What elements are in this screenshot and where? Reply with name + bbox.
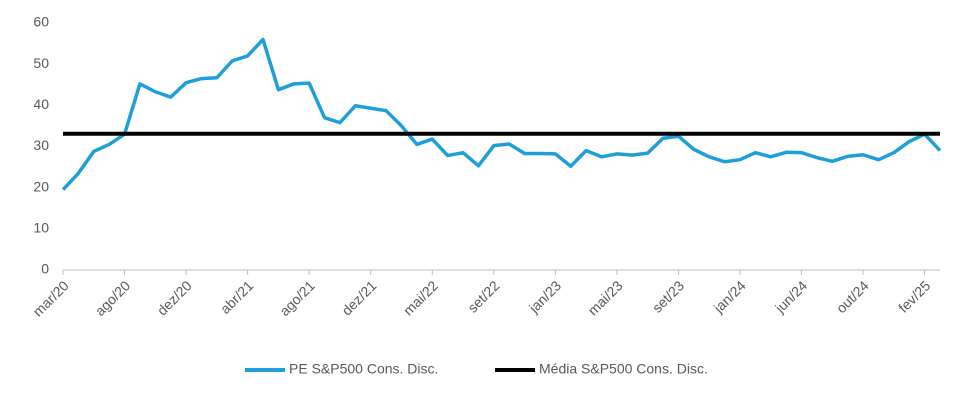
y-tick-label: 50 [33, 55, 49, 71]
x-tick-label: set/22 [464, 277, 502, 315]
x-tick-label: abr/21 [217, 277, 257, 317]
y-tick-label: 0 [41, 261, 49, 277]
x-tick-label: ago/21 [276, 277, 318, 319]
x-tick-label: fev/25 [895, 277, 933, 315]
x-tick-label: out/24 [833, 277, 872, 316]
y-tick-label: 60 [33, 14, 49, 30]
series-line [61, 37, 942, 191]
x-tick-label: mai/22 [400, 277, 441, 318]
y-tick-label: 10 [33, 220, 49, 236]
legend-label: Média S&P500 Cons. Disc. [539, 361, 708, 377]
x-tick-label: dez/20 [154, 277, 195, 318]
y-tick-label: 30 [33, 137, 49, 153]
x-tick-label: ago/20 [92, 277, 134, 319]
x-tick-label: set/23 [649, 277, 687, 315]
x-tick-label: dez/21 [338, 277, 379, 318]
x-tick-label: mar/20 [30, 277, 72, 319]
y-tick-label: 40 [33, 96, 49, 112]
x-tick-label: jun/24 [771, 277, 810, 316]
x-tick-label: mai/23 [585, 277, 626, 318]
y-tick-label: 20 [33, 178, 49, 194]
legend-label: PE S&P500 Cons. Disc. [289, 361, 438, 377]
x-tick-label: jan/23 [525, 277, 564, 316]
x-tick-label: jan/24 [710, 277, 749, 316]
